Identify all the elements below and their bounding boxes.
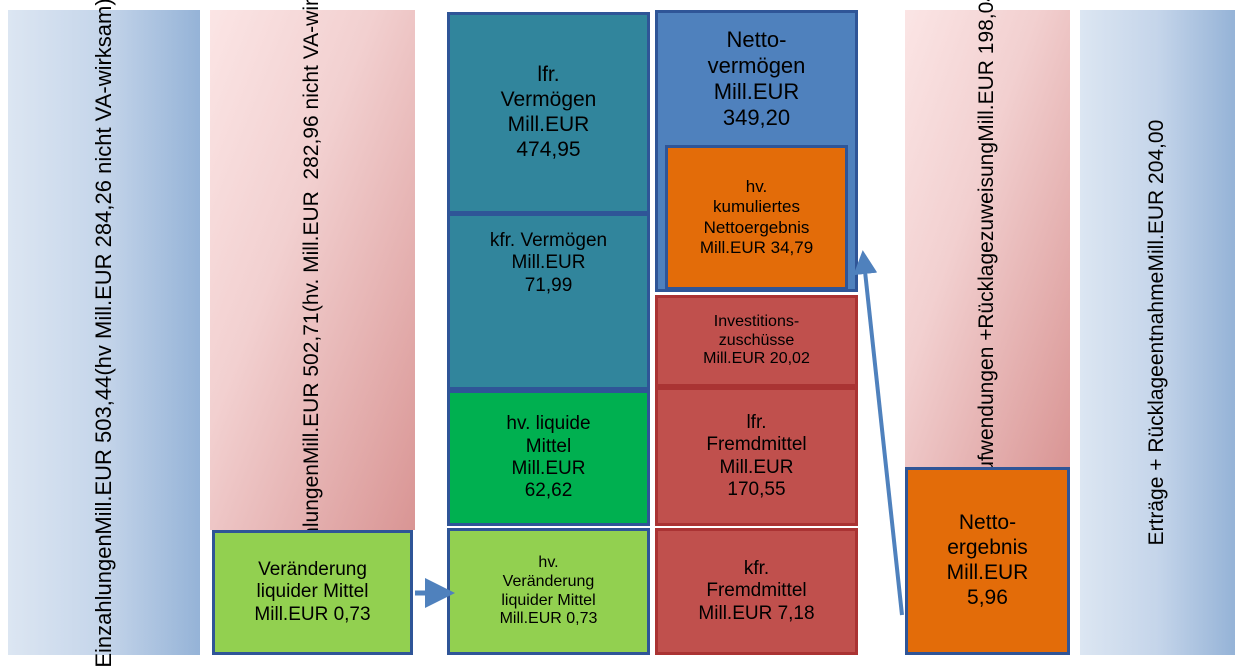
- text-line: Veränderung: [258, 558, 367, 580]
- box: Aufwendungen + Rücklagezuweisung Mill.EUR …: [905, 0, 1070, 487]
- text-line: Mittel: [525, 435, 572, 457]
- arrow: [853, 250, 904, 616]
- text-line: Nettoergebnis: [703, 217, 810, 237]
- box: Einzahlungen Mill.EUR 503,44 (hv Mill.EUR …: [8, 0, 200, 667]
- box-text: kfr. Vermögen Mill.EUR 71,99: [490, 230, 607, 297]
- box-text: Veränderung liquider Mittel Mill.EUR 0,73: [254, 559, 370, 626]
- text-line: zuschüsse: [718, 331, 795, 349]
- box-text: Netto-ergebnis Mill.EUR 5,96: [947, 511, 1029, 610]
- box: hv. liquide Mittel Mill.EUR 62,62: [447, 390, 650, 526]
- box: kfr. Vermögen Mill.EUR 71,99: [447, 213, 650, 390]
- text-line: kumuliertes: [713, 197, 800, 217]
- text-line: Mill.EUR 20,02: [703, 350, 810, 368]
- text-line: Mill.EUR: [713, 78, 800, 104]
- text-line: 349,20: [722, 104, 791, 130]
- text-line: Netto-: [958, 511, 1017, 535]
- box-text: Netto-vermögen Mill.EUR 349,20: [708, 27, 806, 131]
- box: Netto-ergebnis Mill.EUR 5,96: [905, 467, 1070, 655]
- box: Investitions-zuschüsse Mill.EUR 20,02: [655, 295, 858, 387]
- text-line: Fremdmittel: [706, 580, 807, 602]
- text-line: hv.: [745, 177, 768, 197]
- text-line: Mill.EUR 7,18: [698, 602, 815, 624]
- text-line: Mill.EUR 0,73: [499, 610, 598, 628]
- box-text: lfr. Fremdmittel Mill.EUR 170,55: [706, 412, 806, 502]
- text-line: Mill.EUR: [511, 252, 586, 274]
- text-line: Mill.EUR: [507, 113, 590, 136]
- text-line: Vermögen: [500, 88, 597, 112]
- box-text: hv. Veränderung liquider Mittel Mill.EUR 0,…: [500, 554, 598, 630]
- text-line: hv.: [538, 553, 559, 571]
- box: Veränderung liquider Mittel Mill.EUR 0,73: [212, 530, 413, 655]
- text-line: Veränderung: [502, 572, 595, 590]
- box-text: kfr. Fremdmittel Mill.EUR 7,18: [698, 558, 814, 625]
- text-line: 474,95: [516, 137, 581, 161]
- box: lfr. Vermögen Mill.EUR 474,95: [447, 12, 650, 214]
- box: kfr. Fremdmittel Mill.EUR 7,18: [655, 528, 858, 655]
- box-text: hv. kumuliertes Nettoergebnis Mill.EUR 34,7…: [700, 177, 813, 257]
- box: hv. Veränderung liquider Mittel Mill.EUR 0,…: [447, 528, 650, 655]
- text-line: hv. liquide: [506, 413, 591, 435]
- text-line: Mill.EUR: [946, 561, 1029, 584]
- box-text: lfr. Vermögen Mill.EUR 474,95: [501, 63, 597, 162]
- text-line: ergebnis: [947, 536, 1028, 560]
- box: AuszahlungenMill.EUR 502,71(hv. Mill.EUR…: [210, 0, 415, 598]
- text-line: lfr.: [746, 411, 767, 433]
- text-line: 170,55: [727, 478, 786, 500]
- box-text: Investitions-zuschüsse Mill.EUR 20,02: [703, 313, 810, 370]
- text-line: 71,99: [524, 274, 573, 296]
- text-line: liquider Mittel: [256, 581, 369, 603]
- text-line: 62,62: [524, 480, 573, 502]
- text-line: Mill.EUR 34,79: [699, 237, 814, 257]
- text-line: Mill.EUR: [511, 458, 586, 479]
- box: hv. kumuliertes Nettoergebnis Mill.EUR 34,7…: [665, 145, 848, 290]
- text-line: vermögen: [707, 52, 806, 78]
- text-line: Mill.EUR 0,73: [254, 603, 371, 625]
- box: Erträge + Rücklageentnahme Mill.EUR 204,0…: [1080, 10, 1235, 655]
- text-line: Mill.EUR: [719, 456, 794, 478]
- text-line: Netto-: [726, 27, 787, 52]
- text-line: Investitions-: [713, 312, 800, 330]
- text-line: lfr.: [537, 63, 560, 87]
- text-line: 5,96: [967, 585, 1008, 609]
- text-line: Fremdmittel: [706, 434, 807, 456]
- text-line: liquider Mittel: [501, 591, 596, 609]
- text-line: kfr.: [743, 557, 770, 579]
- box: lfr. Fremdmittel Mill.EUR 170,55: [655, 387, 858, 526]
- text-line: kfr. Vermögen: [489, 230, 608, 251]
- box-text: hv. liquide Mittel Mill.EUR 62,62: [506, 413, 590, 503]
